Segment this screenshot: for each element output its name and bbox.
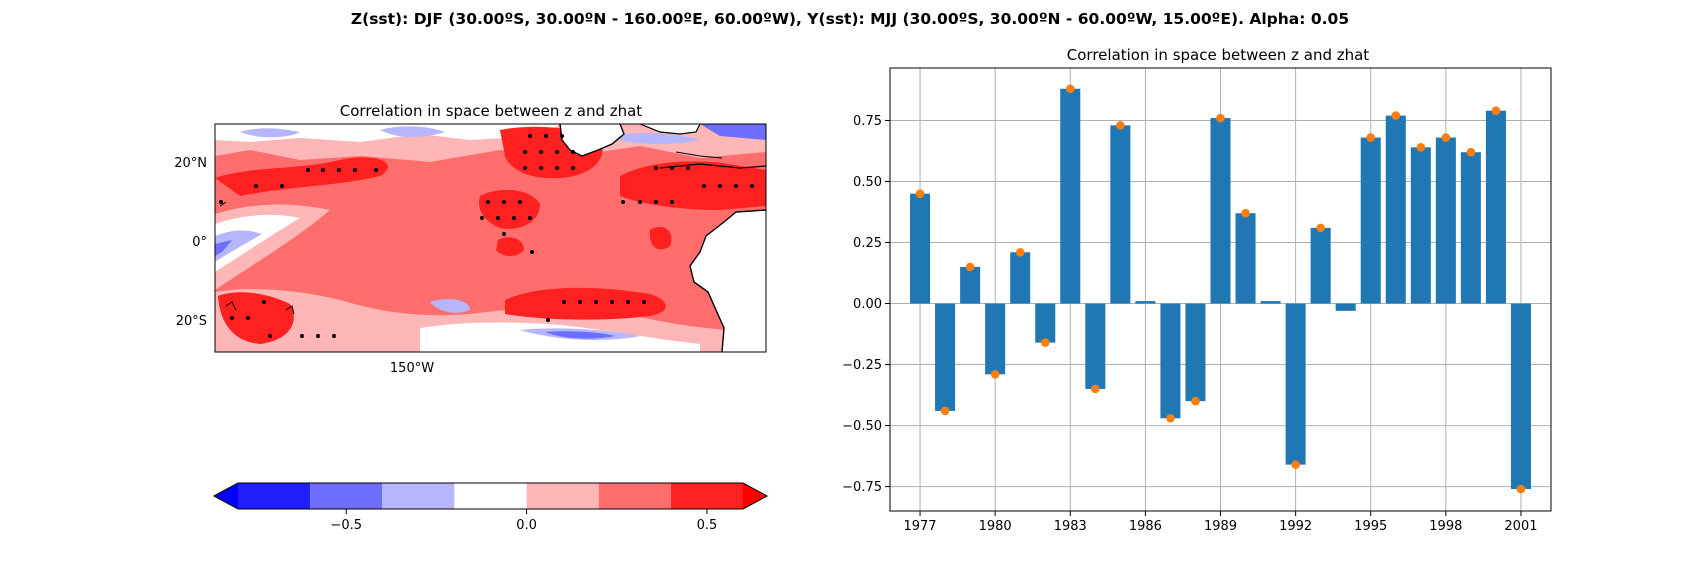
point-1981 <box>1015 247 1025 257</box>
bar-1980 <box>985 303 1006 375</box>
x-tick-label: 1986 <box>1129 519 1162 534</box>
bar-chart-title: Correlation in space between z and zhat <box>1067 46 1370 64</box>
colorbar-tick-label: 0.5 <box>697 518 718 533</box>
x-tick-label: 1992 <box>1279 519 1312 534</box>
point-1987 <box>1166 413 1175 423</box>
bar-1987 <box>1160 303 1181 419</box>
bar-1981 <box>1010 252 1031 304</box>
bar-1992 <box>1285 303 1306 465</box>
y-tick-label: 0.50 <box>853 175 882 190</box>
point-1992 <box>1291 460 1300 469</box>
point-1997 <box>1416 143 1426 152</box>
colorbar-segment <box>598 483 671 509</box>
x-tick-label: 2001 <box>1504 519 1537 534</box>
bar-1998 <box>1435 137 1456 304</box>
bar-1995 <box>1360 137 1381 304</box>
significance-dots <box>219 134 754 338</box>
map-title: Correlation in space between z and zhat <box>340 102 643 120</box>
bar-1989 <box>1210 118 1231 304</box>
point-2000 <box>1491 106 1501 116</box>
point-1980 <box>990 370 1000 379</box>
lat-tick-20n: 20°N <box>174 156 207 171</box>
colorbar-extend-high <box>743 483 767 509</box>
bar-1990 <box>1235 213 1256 304</box>
y-tick-label: 0.25 <box>853 236 882 251</box>
colorbar-outline <box>212 482 769 510</box>
colorbar-extend-low <box>214 483 238 509</box>
bar-2001 <box>1510 303 1531 490</box>
point-1984 <box>1091 384 1100 394</box>
bar-1978 <box>935 303 956 411</box>
point-1979 <box>965 262 975 272</box>
colorbar-segment <box>238 483 311 509</box>
point-1989 <box>1216 113 1225 123</box>
bar-1991 <box>1260 301 1281 304</box>
point-2001 <box>1516 484 1526 494</box>
point-1996 <box>1391 111 1401 120</box>
bar-1994 <box>1335 303 1356 311</box>
point-1990 <box>1241 208 1250 218</box>
y-tick-label: −0.50 <box>842 419 882 434</box>
x-tick-label: 1980 <box>979 519 1012 534</box>
point-1993 <box>1316 223 1325 233</box>
x-tick-label: 1977 <box>903 519 936 534</box>
bar-1996 <box>1385 115 1406 304</box>
bar-1977 <box>910 193 931 304</box>
bar-chart: 1977 1980 1983 1986 1989 1992 1995 1998 2001 −0.7… <box>842 67 1552 534</box>
colorbar-segment <box>310 483 383 509</box>
bar-1985 <box>1110 125 1131 304</box>
x-tick-label: 1989 <box>1204 519 1237 534</box>
x-tick-label: 1995 <box>1354 519 1387 534</box>
bar-1986 <box>1135 301 1156 304</box>
lat-tick-0: 0° <box>192 235 207 250</box>
y-tick-label: −0.25 <box>842 358 882 373</box>
point-1985 <box>1116 121 1125 130</box>
correlation-map-field <box>215 124 766 352</box>
point-1982 <box>1040 338 1050 347</box>
point-1988 <box>1191 396 1200 406</box>
y-tick-label: −0.75 <box>842 480 882 495</box>
y-tick-label: 0.00 <box>853 297 882 312</box>
bar-1997 <box>1410 147 1431 304</box>
point-1995 <box>1366 133 1376 142</box>
figure-suptitle: Z(sst): DJF (30.00ºS, 30.00ºN - 160.00ºE… <box>350 10 1350 28</box>
bar-1993 <box>1310 227 1331 304</box>
bar-2000 <box>1485 110 1506 304</box>
x-tick-label: 1998 <box>1429 519 1462 534</box>
point-1998 <box>1441 133 1451 142</box>
colorbar: −0.5 0.0 0.5 <box>212 482 769 533</box>
bar-1979 <box>960 266 981 304</box>
x-tick-label: 1983 <box>1054 519 1087 534</box>
bar-1982 <box>1035 303 1056 343</box>
bar-1988 <box>1185 303 1206 402</box>
y-tick-label: 0.75 <box>853 114 882 129</box>
lat-tick-20s: 20°S <box>176 314 207 329</box>
colorbar-segment <box>382 483 455 509</box>
map-frame <box>214 123 767 353</box>
bar-1984 <box>1085 303 1106 389</box>
bar-1999 <box>1460 152 1481 304</box>
lon-tick-150w: 150°W <box>390 361 434 376</box>
colorbar-tick-label: −0.5 <box>330 518 362 533</box>
point-1978 <box>940 406 950 416</box>
colorbar-tick-label: 0.0 <box>516 518 537 533</box>
point-1983 <box>1065 84 1075 94</box>
bar-1983 <box>1060 88 1081 304</box>
point-1999 <box>1466 147 1476 157</box>
point-1977 <box>915 189 925 198</box>
colorbar-segment <box>670 483 743 509</box>
colorbar-segment <box>454 483 527 509</box>
colorbar-segment <box>526 483 599 509</box>
